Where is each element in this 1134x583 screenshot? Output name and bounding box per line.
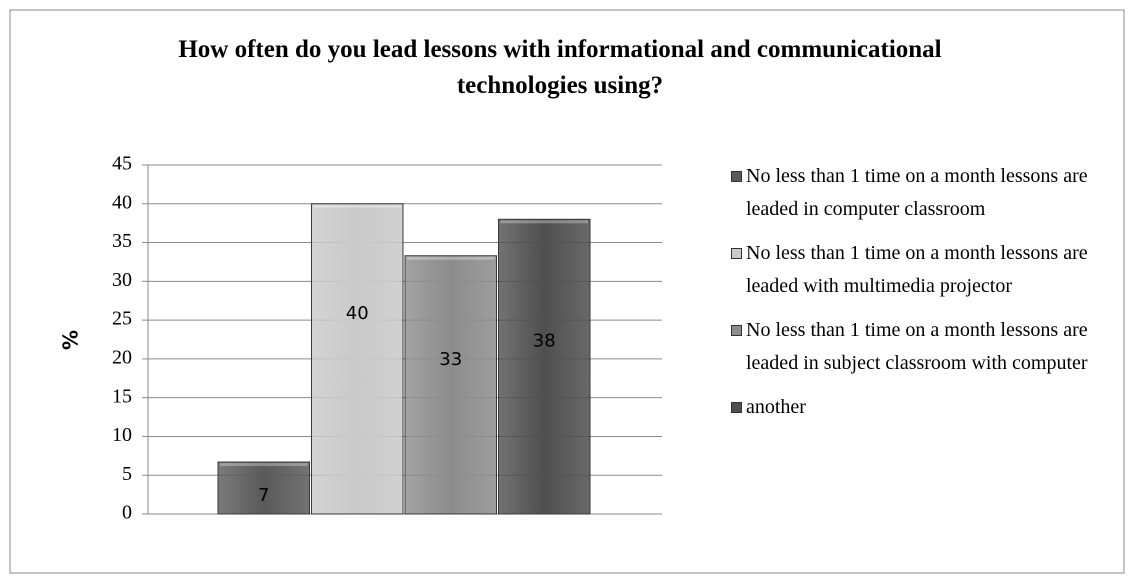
y-tick-label: 20 [112, 346, 132, 368]
y-tick-label: 15 [112, 385, 132, 407]
y-axis-label: % [59, 330, 83, 350]
legend: No less than 1 time on a month lessons a… [731, 160, 1101, 435]
y-tick-label: 30 [112, 269, 132, 291]
y-tick-label: 5 [122, 463, 132, 485]
y-tick-label: 35 [112, 230, 132, 252]
chart-title: How often do you lead lessons with infor… [178, 36, 942, 99]
bar [404, 255, 497, 515]
data-label: 40 [346, 303, 369, 324]
y-tick-label: 0 [122, 502, 132, 524]
bar-bevel [220, 463, 308, 467]
legend-label: No less than 1 time on a month lessons a… [746, 165, 1088, 220]
bar [217, 461, 310, 515]
legend-swatch [731, 171, 742, 182]
legend-swatch [731, 325, 742, 336]
legend-swatch [731, 402, 742, 413]
legend-entry: No less than 1 time on a month lessons a… [731, 160, 1101, 226]
bar-bevel [407, 256, 495, 260]
legend-entry: another [731, 391, 1101, 424]
data-label: 33 [439, 349, 462, 370]
y-tick-label: 40 [112, 191, 132, 213]
legend-swatch [731, 248, 742, 259]
bar [498, 218, 591, 515]
data-label: 7 [258, 485, 269, 506]
y-tick-label: 10 [112, 424, 132, 446]
legend-label: another [746, 396, 806, 418]
bar-bevel [313, 204, 401, 208]
legend-label: No less than 1 time on a month lessons a… [746, 319, 1088, 374]
bar-bevel [500, 220, 588, 224]
bar [311, 203, 404, 515]
y-tick-label: 25 [112, 308, 132, 330]
legend-entry: No less than 1 time on a month lessons a… [731, 314, 1101, 380]
legend-entry: No less than 1 time on a month lessons a… [731, 237, 1101, 303]
legend-label: No less than 1 time on a month lessons a… [746, 242, 1088, 297]
y-tick-label: 45 [112, 153, 132, 175]
data-label: 38 [533, 331, 556, 352]
